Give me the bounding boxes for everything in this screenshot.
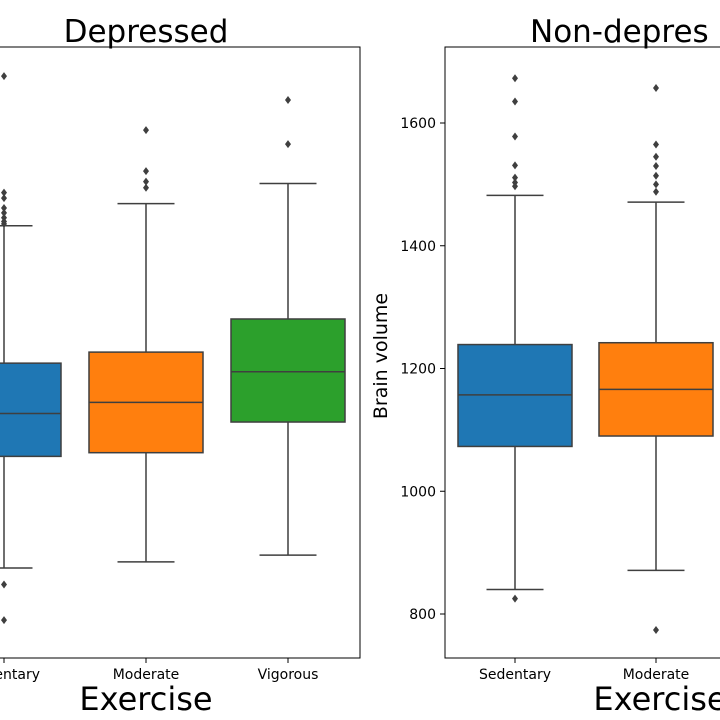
x-tick-label-sedentary: Sedentary [479, 667, 551, 683]
outlier-point [1, 188, 7, 197]
iqr-box-vigorous [230, 318, 346, 423]
outlier-point [653, 180, 659, 189]
right-x-axis-title: Exercise [593, 680, 720, 718]
outlier-point [653, 187, 659, 196]
outlier-point [512, 132, 518, 141]
outlier-point [653, 140, 659, 149]
outlier-point [1, 219, 7, 228]
y-tick-label: 1400 [400, 239, 436, 255]
left-subplot: Depressed Sedentary Moderate Vigorous Exer… [0, 14, 361, 718]
x-tick-label-sedentary: Sedentary [0, 667, 40, 683]
left-boxes [0, 72, 346, 625]
x-tick-label-moderate: Moderate [623, 667, 690, 683]
left-plot-frame [0, 46, 361, 659]
outlier-point [1, 616, 7, 625]
outlier-point [653, 152, 659, 161]
y-tick-label: 800 [409, 607, 436, 623]
outlier-point [512, 74, 518, 83]
outlier-point [1, 580, 7, 589]
right-plot-frame [444, 46, 720, 659]
right-y-ticks: 800 1000 1200 1400 1600 [400, 116, 445, 623]
outlier-point [512, 182, 518, 191]
y-tick-label: 1600 [400, 116, 436, 132]
box-sedentary [457, 74, 573, 603]
x-tick-label-moderate: Moderate [113, 667, 180, 683]
outlier-point [285, 140, 291, 149]
outlier-point [653, 171, 659, 180]
outlier-point [1, 72, 7, 81]
right-x-tick-labels: Sedentary Moderate [479, 658, 689, 683]
outlier-point [653, 84, 659, 93]
right-y-axis-title: Brain volume [370, 293, 392, 419]
left-x-tick-labels: Sedentary Moderate Vigorous [0, 658, 318, 683]
x-tick-label-vigorous: Vigorous [258, 667, 319, 683]
outlier-point [1, 194, 7, 203]
outlier-point [512, 161, 518, 170]
outlier-point [143, 183, 149, 192]
outlier-point [143, 177, 149, 186]
iqr-box-sedentary [0, 362, 62, 458]
outlier-point [653, 625, 659, 634]
right-plot-title: Non-depres [530, 14, 709, 50]
box-moderate [88, 126, 204, 563]
box-sedentary [0, 72, 62, 625]
box-vigorous [230, 96, 346, 556]
y-tick-label: 1000 [400, 484, 436, 500]
outlier-point [1, 203, 7, 212]
left-plot-title: Depressed [64, 14, 229, 50]
outlier-point [285, 96, 291, 105]
y-tick-label: 1200 [400, 362, 436, 378]
outlier-point [143, 167, 149, 176]
box-moderate [598, 84, 714, 634]
outlier-point [512, 594, 518, 603]
outlier-point [512, 173, 518, 182]
outlier-point [143, 126, 149, 135]
right-boxes [457, 74, 714, 634]
outlier-point [512, 97, 518, 106]
outlier-point [1, 208, 7, 217]
left-x-axis-title: Exercise [79, 680, 212, 718]
right-subplot: Non-depres 800 1000 1200 1400 1600 Brain vol… [370, 14, 720, 718]
outlier-point [653, 161, 659, 170]
